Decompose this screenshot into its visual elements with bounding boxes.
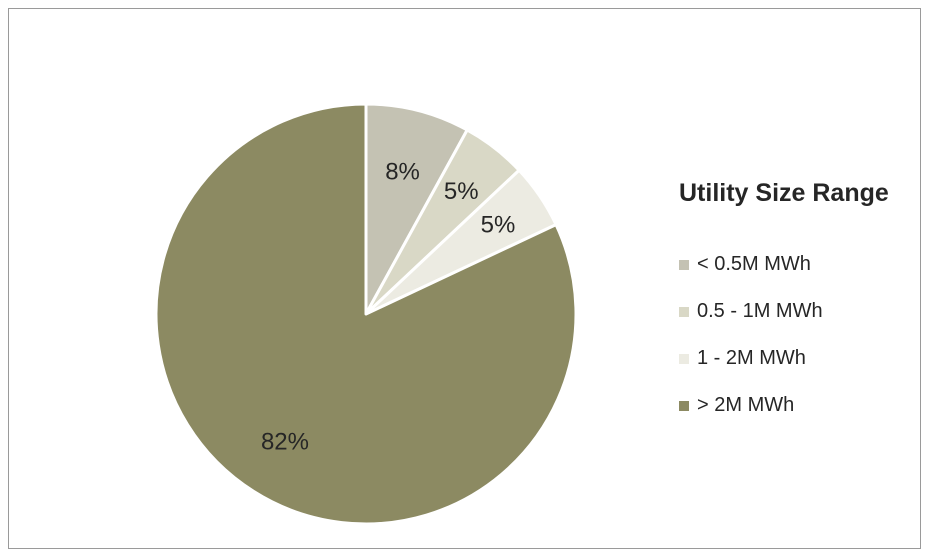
legend-item: > 2M MWh	[679, 382, 919, 429]
legend-label: < 0.5M MWh	[697, 253, 811, 275]
legend-label: 0.5 - 1M MWh	[697, 300, 823, 322]
chart-frame: 8% 5% 5% 82% Utility Size Range < 0.5M MWh …	[8, 8, 921, 549]
slice-data-label: 82%	[261, 429, 309, 456]
legend: Utility Size Range < 0.5M MWh 0.5 - 1M M…	[679, 179, 919, 429]
slice-data-label: 5%	[444, 178, 479, 205]
legend-label: 1 - 2M MWh	[697, 347, 806, 369]
legend-swatch	[679, 306, 689, 317]
legend-swatch	[679, 353, 689, 364]
legend-swatch	[679, 259, 689, 270]
legend-label: > 2M MWh	[697, 394, 795, 416]
slice-data-label: 5%	[481, 211, 516, 238]
legend-swatch	[679, 400, 689, 411]
legend-item: 1 - 2M MWh	[679, 335, 919, 382]
legend-item: 0.5 - 1M MWh	[679, 288, 919, 335]
pie-slice	[154, 102, 578, 526]
pie-chart: 8% 5%5% 82%	[154, 102, 578, 526]
slice-data-label: 8%	[385, 159, 420, 186]
legend-item: < 0.5M MWh	[679, 241, 919, 288]
pie-slice	[364, 102, 469, 316]
legend-title: Utility Size Range	[679, 179, 889, 207]
